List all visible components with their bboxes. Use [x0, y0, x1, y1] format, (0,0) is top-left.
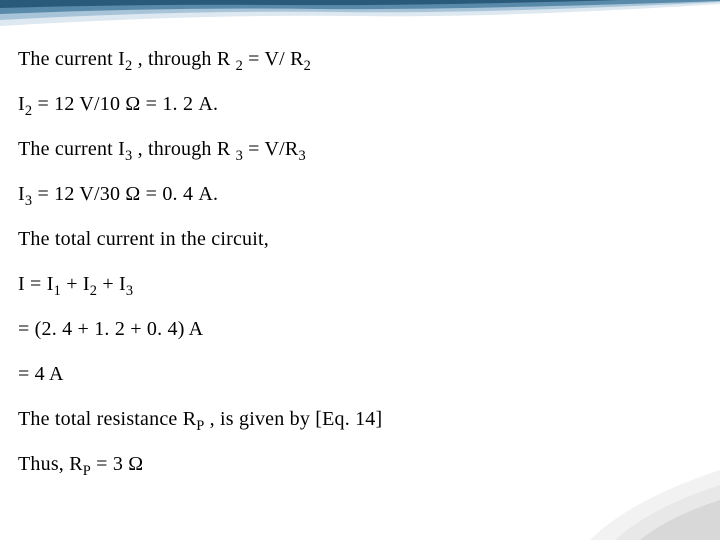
text: = 12 V/10 Ω = 1. 2 A. — [32, 93, 218, 115]
text: I — [18, 183, 25, 205]
line-2: I2 = 12 V/10 Ω = 1. 2 A. — [18, 91, 702, 117]
text: = 12 V/30 Ω = 0. 4 A. — [32, 183, 218, 205]
text: The total resistance R — [18, 408, 196, 430]
text: , through R — [132, 48, 235, 70]
text: = V/ R — [243, 48, 304, 70]
line-6: I = I1 + I2 + I3 — [18, 271, 702, 297]
text: + I — [61, 273, 90, 295]
text: I = I — [18, 273, 54, 295]
text: I — [18, 93, 25, 115]
text: , is given by [Eq. 14] — [204, 408, 382, 430]
text: = 3 Ω — [91, 453, 143, 475]
line-4: I3 = 12 V/30 Ω = 0. 4 A. — [18, 181, 702, 207]
line-8: = 4 A — [18, 361, 702, 387]
subscript: 3 — [126, 283, 133, 299]
line-3: The current I3 , through R 3 = V/R3 — [18, 136, 702, 162]
bottom-corner-decoration — [560, 450, 720, 540]
subscript: 2 — [236, 58, 243, 74]
top-banner — [0, 0, 720, 38]
text: = V/R — [243, 138, 298, 160]
text: The current I — [18, 48, 125, 70]
text: The current I — [18, 138, 125, 160]
line-7: = (2. 4 + 1. 2 + 0. 4) A — [18, 316, 702, 342]
line-9: The total resistance RP , is given by [E… — [18, 406, 702, 432]
subscript: P — [83, 463, 91, 479]
subscript: 3 — [298, 148, 305, 164]
text: , through R — [132, 138, 235, 160]
subscript: 3 — [236, 148, 243, 164]
slide-content: The current I2 , through R 2 = V/ R2 I2 … — [18, 46, 702, 496]
line-1: The current I2 , through R 2 = V/ R2 — [18, 46, 702, 72]
line-5: The total current in the circuit, — [18, 226, 702, 252]
text: + I — [97, 273, 126, 295]
subscript: 1 — [54, 283, 61, 299]
subscript: 2 — [304, 58, 311, 74]
text: Thus, R — [18, 453, 83, 475]
